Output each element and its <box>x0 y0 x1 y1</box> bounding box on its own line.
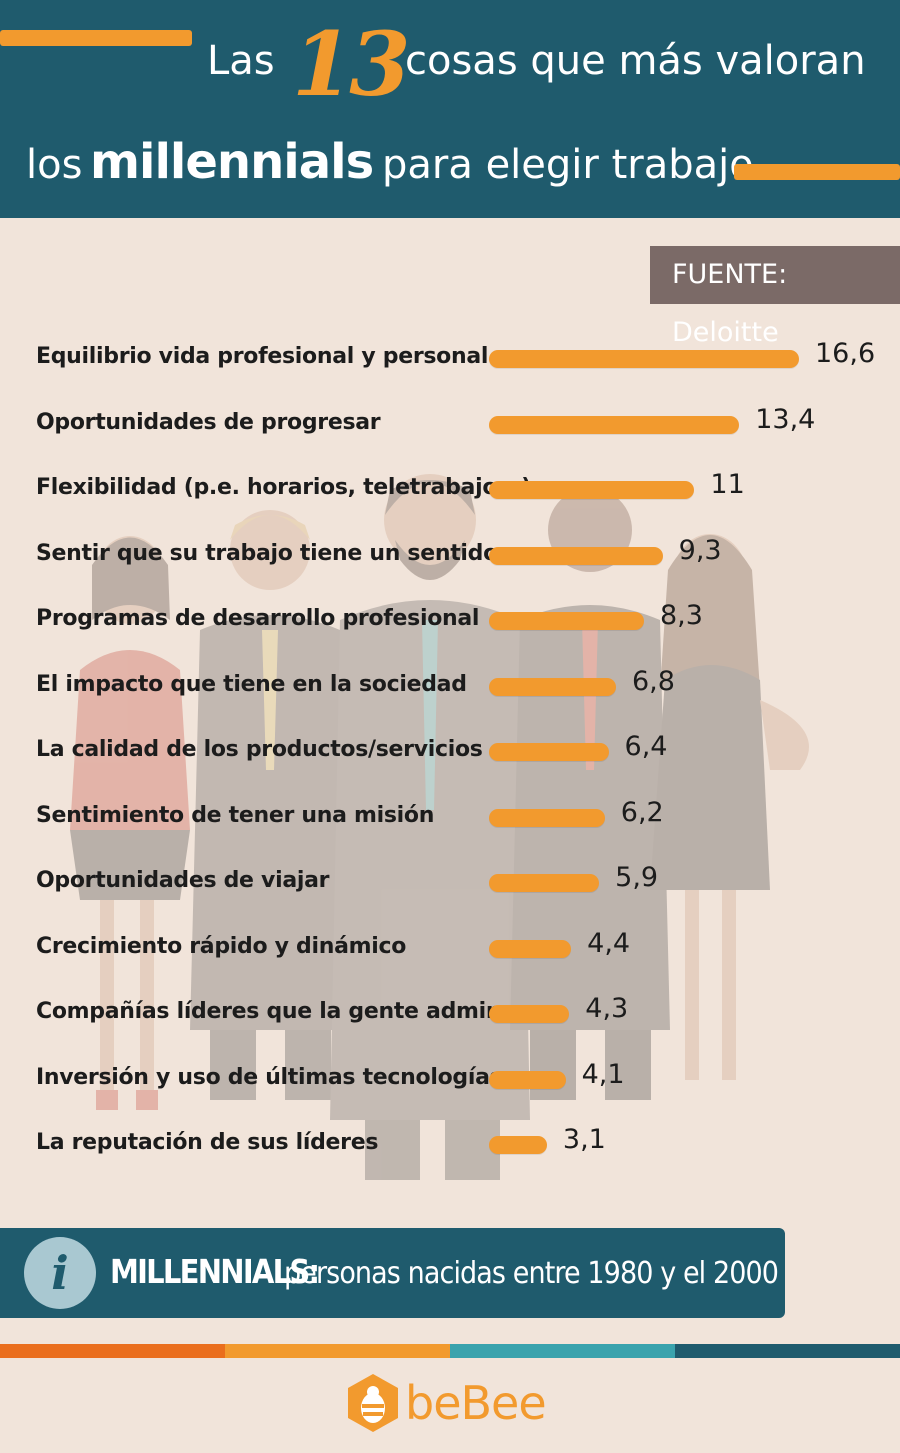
category-label: Flexibilidad (p.e. horarios, teletrabajo… <box>36 475 532 500</box>
category-label: La reputación de sus líderes <box>36 1130 379 1155</box>
title-number: 13 <box>292 12 410 116</box>
title-line-1: Las 13 cosas que más valoran <box>0 12 900 116</box>
title-line-2: los millennials para elegir trabajo <box>0 134 900 208</box>
category-label: Sentimiento de tener una misión <box>36 802 435 828</box>
category-label: Crecimiento rápido y dinámico <box>36 933 407 959</box>
bar <box>489 939 572 958</box>
bebee-logo: beBee <box>345 1372 565 1436</box>
value-label: 4,1 <box>581 1058 625 1090</box>
bar <box>489 1070 566 1089</box>
value-label: 4,4 <box>587 927 631 959</box>
bar <box>489 612 644 630</box>
man-blond-figure <box>190 510 350 1100</box>
category-label: Compañías líderes que la gente admira <box>36 999 511 1024</box>
bar <box>489 546 663 565</box>
bar <box>489 1005 570 1023</box>
bar <box>489 677 616 696</box>
category-label: Oportunidades de viajar <box>36 868 330 893</box>
value-label: 13,4 <box>755 403 816 435</box>
color-strip <box>0 1344 900 1358</box>
category-label: Equilibrio vida profesional y personal <box>36 344 489 369</box>
title-text-las: Las <box>207 38 275 84</box>
bar-chart: Equilibrio vida profesional y personal 16… <box>0 320 900 1200</box>
woman-right-figure <box>650 534 809 1080</box>
value-label: 6,2 <box>620 796 664 828</box>
info-icon: i <box>24 1237 96 1309</box>
title-text-para-elegir: para elegir trabajo <box>382 142 754 188</box>
info-term: MILLENNIALS: <box>110 1252 320 1291</box>
value-label: 4,3 <box>585 993 629 1024</box>
title-text-los: los <box>26 142 83 188</box>
header-accent-bar-left <box>0 30 192 46</box>
woman-left-figure <box>70 536 190 1110</box>
info-definition: personas nacidas entre 1980 y el 2000 <box>284 1256 779 1291</box>
title-text-cosas: cosas que más valoran <box>405 38 866 84</box>
bar <box>489 350 799 368</box>
category-label: La calidad de los productos/servicios <box>36 737 483 762</box>
bee-hexagon-icon <box>348 1374 398 1432</box>
bar <box>489 874 600 892</box>
value-label: 3,1 <box>562 1124 606 1155</box>
strip-segment <box>675 1344 900 1358</box>
value-label: 11 <box>710 469 745 500</box>
category-label: Programas de desarrollo profesional <box>36 606 480 631</box>
header-accent-bar-right <box>734 164 900 180</box>
category-label: El impacto que tiene en la sociedad <box>36 671 467 697</box>
logo-text: beBee <box>405 1376 547 1430</box>
bar <box>489 1136 547 1154</box>
value-label: 6,4 <box>624 731 668 762</box>
header-banner: Las 13 cosas que más valoran los millenn… <box>0 0 900 218</box>
strip-segment <box>225 1344 450 1358</box>
man-center-figure <box>330 474 530 1180</box>
bar <box>489 481 695 499</box>
category-label: Sentir que su trabajo tiene un sentido <box>36 540 498 566</box>
value-label: 8,3 <box>660 600 703 631</box>
bar <box>489 743 609 761</box>
bar <box>489 415 740 434</box>
value-label: 5,9 <box>615 862 659 893</box>
info-banner: i MILLENNIALS: personas nacidas entre 19… <box>0 1228 785 1318</box>
strip-segment <box>450 1344 675 1358</box>
value-label: 16,6 <box>815 338 876 369</box>
title-text-millennials: millennials <box>90 134 374 190</box>
strip-segment <box>0 1344 225 1358</box>
category-label: Oportunidades de progresar <box>36 409 381 435</box>
category-label: Inversión y uso de últimas tecnologías <box>36 1064 503 1090</box>
bar <box>489 808 605 827</box>
value-label: 6,8 <box>631 665 675 697</box>
value-label: 9,3 <box>678 534 722 566</box>
source-badge: FUENTE: Deloitte <box>650 246 900 348</box>
